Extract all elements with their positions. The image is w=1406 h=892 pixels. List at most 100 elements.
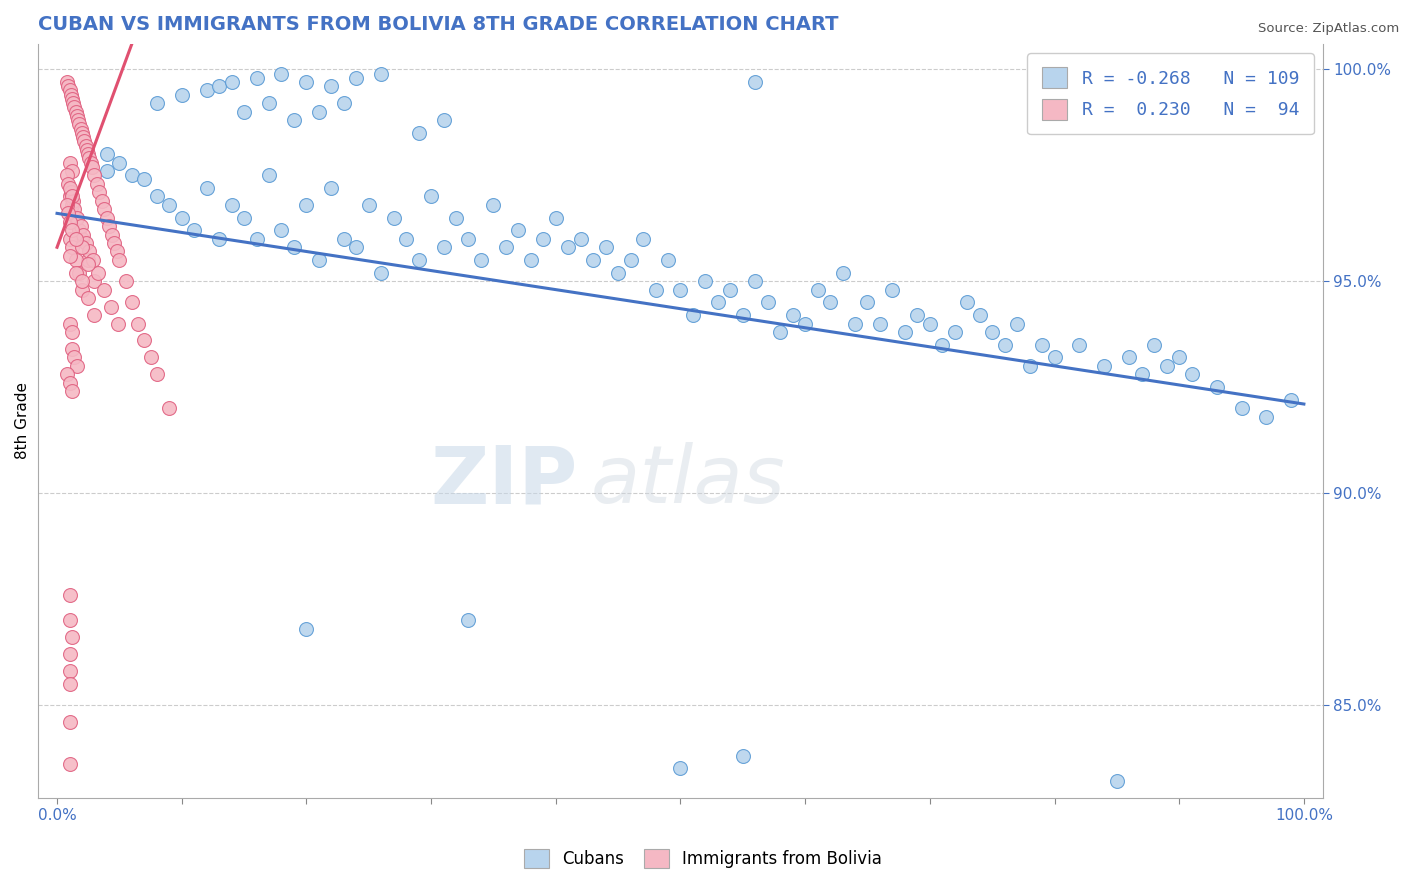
Point — [432, 113, 454, 128]
Point — [257, 168, 280, 182]
Point — [146, 189, 169, 203]
Point — [70, 126, 93, 140]
Point — [1156, 359, 1178, 373]
Point — [1118, 351, 1140, 365]
Point — [882, 283, 904, 297]
Point — [65, 211, 87, 225]
Point — [1256, 409, 1278, 424]
Point — [90, 194, 112, 208]
Point — [718, 283, 741, 297]
Point — [482, 198, 505, 212]
Point — [70, 283, 93, 297]
Y-axis label: 8th Grade: 8th Grade — [15, 383, 30, 459]
Point — [58, 83, 80, 97]
Point — [245, 232, 267, 246]
Point — [63, 100, 86, 114]
Point — [807, 283, 830, 297]
Point — [56, 75, 79, 89]
Point — [93, 202, 115, 216]
Point — [495, 240, 517, 254]
Point — [58, 232, 80, 246]
Point — [308, 104, 330, 119]
Legend: Cubans, Immigrants from Bolivia: Cubans, Immigrants from Bolivia — [517, 842, 889, 875]
Point — [744, 75, 766, 89]
Point — [58, 177, 80, 191]
Point — [60, 92, 83, 106]
Point — [70, 232, 93, 246]
Point — [221, 75, 243, 89]
Text: atlas: atlas — [591, 442, 786, 520]
Point — [295, 622, 318, 636]
Point — [157, 401, 180, 416]
Point — [65, 232, 87, 246]
Point — [844, 317, 866, 331]
Point — [69, 266, 91, 280]
Point — [905, 308, 928, 322]
Point — [56, 198, 79, 212]
Point — [981, 325, 1004, 339]
Point — [831, 266, 853, 280]
Point — [1018, 359, 1040, 373]
Point — [470, 252, 492, 267]
Point — [744, 274, 766, 288]
Point — [631, 232, 654, 246]
Point — [60, 325, 83, 339]
Point — [58, 79, 80, 94]
Point — [100, 300, 122, 314]
Point — [80, 155, 103, 169]
Point — [1181, 368, 1204, 382]
Point — [457, 232, 479, 246]
Point — [457, 613, 479, 627]
Point — [333, 96, 356, 111]
Point — [607, 266, 630, 280]
Point — [69, 121, 91, 136]
Point — [1043, 351, 1066, 365]
Point — [62, 96, 84, 111]
Point — [869, 317, 891, 331]
Point — [408, 252, 430, 267]
Point — [59, 87, 82, 102]
Point — [121, 168, 143, 182]
Point — [695, 274, 717, 288]
Point — [894, 325, 917, 339]
Point — [80, 160, 103, 174]
Point — [370, 266, 392, 280]
Point — [63, 351, 86, 365]
Point — [96, 164, 118, 178]
Point — [58, 249, 80, 263]
Point — [79, 151, 101, 165]
Point — [77, 257, 100, 271]
Point — [283, 113, 305, 128]
Point — [60, 342, 83, 356]
Point — [956, 295, 979, 310]
Point — [58, 181, 80, 195]
Point — [60, 384, 83, 399]
Point — [77, 252, 100, 267]
Point — [108, 155, 131, 169]
Point — [321, 181, 343, 195]
Point — [67, 113, 90, 128]
Point — [1105, 774, 1128, 789]
Point — [157, 198, 180, 212]
Point — [382, 211, 405, 225]
Point — [769, 325, 792, 339]
Point — [77, 147, 100, 161]
Point — [103, 235, 125, 250]
Point — [83, 308, 105, 322]
Point — [66, 359, 89, 373]
Point — [60, 198, 83, 212]
Point — [56, 168, 79, 182]
Point — [134, 172, 156, 186]
Point — [101, 227, 124, 242]
Point — [221, 198, 243, 212]
Point — [682, 308, 704, 322]
Point — [58, 155, 80, 169]
Point — [58, 714, 80, 729]
Text: Source: ZipAtlas.com: Source: ZipAtlas.com — [1258, 22, 1399, 36]
Point — [1143, 337, 1166, 351]
Point — [395, 232, 418, 246]
Point — [1031, 337, 1053, 351]
Point — [70, 240, 93, 254]
Point — [83, 168, 105, 182]
Point — [58, 215, 80, 229]
